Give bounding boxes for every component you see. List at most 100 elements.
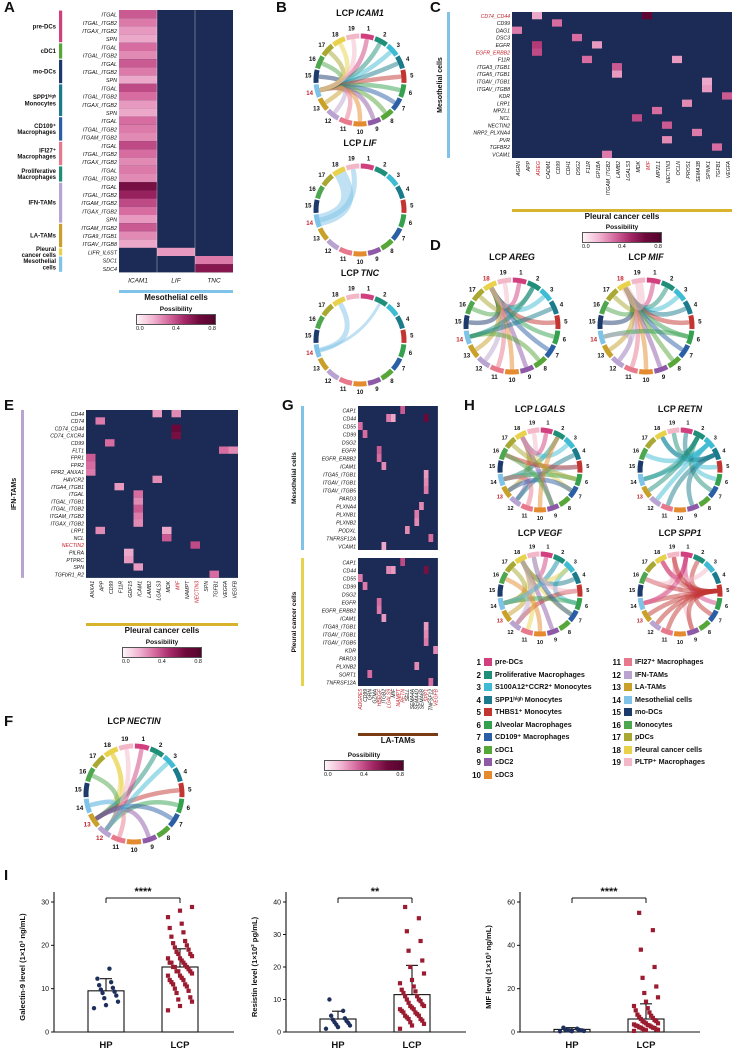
row-label: VCAM1 <box>492 153 510 159</box>
col-label: TNFSF12 <box>429 689 435 711</box>
chord <box>647 436 700 492</box>
heatmap-cell <box>672 55 682 64</box>
heatmap-cell <box>195 264 233 273</box>
circos-number: 1 <box>141 736 145 743</box>
circos-segment <box>707 609 719 623</box>
col-label: NAMPT <box>185 580 191 599</box>
circos-number: 14 <box>630 604 637 610</box>
tick-label: 0 <box>277 1029 281 1036</box>
circos-number: 15 <box>305 74 312 80</box>
circos-segment <box>597 314 604 330</box>
data-point <box>645 1006 650 1011</box>
data-point <box>408 1003 413 1009</box>
circos-segment <box>576 584 583 597</box>
circos-number: 9 <box>554 637 557 643</box>
circos-segment <box>686 627 700 636</box>
heatmap-cell <box>390 414 396 422</box>
circos-segment <box>546 503 560 512</box>
circos-number: 10 <box>357 390 364 396</box>
legend-label: Monocytes <box>635 719 673 729</box>
heatmap-cell <box>195 256 233 265</box>
circos-number: 2 <box>561 426 564 432</box>
circos-segment <box>501 609 513 623</box>
circos-segment <box>313 214 322 228</box>
colorbar-title: Possibility <box>605 224 639 231</box>
circos-number: 16 <box>493 449 499 455</box>
circos-segment <box>367 246 382 256</box>
heatmap-cell <box>152 410 162 418</box>
x-category-label: HP <box>99 1040 113 1051</box>
circos-number: 10 <box>130 847 138 854</box>
circos-number: 14 <box>490 480 497 486</box>
heatmap-cell <box>414 518 420 526</box>
circos-segment <box>558 619 571 632</box>
panel-e-footer: Pleural cancer cells <box>124 626 200 635</box>
heatmap-cell <box>362 582 368 590</box>
row-label: ITGAV_ITGB1 <box>323 632 356 638</box>
heatmap-cell <box>228 446 238 454</box>
heatmap-cell <box>582 55 592 64</box>
data-point <box>167 977 172 983</box>
legend-item: 5 THBS1⁺ Monocytes <box>470 707 606 717</box>
col-label: OCLN <box>676 161 682 176</box>
data-point <box>184 964 189 970</box>
row-label: FPR2_ANXA1 <box>51 470 84 476</box>
heatmap-cell <box>133 563 143 571</box>
circos-segment <box>398 84 407 98</box>
circos-segment <box>641 609 653 623</box>
circos-segment <box>686 330 695 345</box>
circos-number: 2 <box>383 292 387 298</box>
circos-number: 13 <box>597 353 604 360</box>
circos-lcp-vegf: LCP VEGF 1 2 3 4 5 6 7 8 9 10 11 12 13 14 15 16 17 18 19 <box>470 528 610 649</box>
row-label: DSG2 <box>342 440 356 446</box>
circos-segment <box>509 619 522 632</box>
data-point <box>418 1016 423 1022</box>
circos-segment <box>400 199 407 214</box>
circos-segment <box>110 834 126 844</box>
legend-swatch <box>484 708 492 716</box>
heatmap-cell <box>632 114 642 122</box>
legend-item: 1 pre-DCs <box>470 657 606 667</box>
heatmap-cell <box>414 662 420 670</box>
chord <box>520 432 538 456</box>
data-point <box>167 925 172 931</box>
heatmap-cell <box>381 462 387 470</box>
circos-number: 13 <box>497 618 503 624</box>
pC-svg: Mesothelial cellsCD74_CD44CD99DAG1DSC3EG… <box>437 12 732 195</box>
pI2-scatter-svg: 0 20 40 60 MIF level (1×10³ ng/mL) HP LCP **** <box>484 886 700 1051</box>
row-label: CD44 <box>343 416 356 422</box>
heatmap-cell <box>367 670 373 678</box>
circos-number: 9 <box>694 513 697 519</box>
legend-item: 19 PLTP⁺ Macrophages <box>610 757 752 767</box>
colorbar-ticks: 0.0 0.4 0.8 <box>122 659 202 665</box>
row-label: CD55 <box>343 576 356 582</box>
data-point <box>637 1014 642 1019</box>
circos-number: 16 <box>633 449 639 455</box>
row-label: ITGAL_ITGB2 <box>83 193 117 199</box>
row-label: PARD3 <box>339 656 356 662</box>
circos-segment <box>646 277 661 285</box>
panel-c-heatmap: Mesothelial cells CD74_CD44 CD99 DAG1 DSC3 EG… <box>434 12 734 215</box>
circos-segment <box>338 116 353 126</box>
heatmap-cell <box>171 424 181 432</box>
group-color-bar <box>59 166 63 182</box>
circos-title-gene: LIF <box>363 138 377 148</box>
circos-segment <box>526 280 542 292</box>
legend-label: cDC2 <box>495 757 514 766</box>
circos-lcp-lgals: LCP LGALS 1 2 3 4 5 6 7 8 9 10 11 12 13 14 15 16 17 18 19 <box>470 404 610 525</box>
data-point <box>186 947 191 952</box>
chord <box>318 38 357 93</box>
circos-title-prefix: LCP <box>514 404 533 414</box>
circos-segment <box>398 214 407 228</box>
circos-title: LCP TNC <box>278 268 442 279</box>
heatmap-cell <box>376 606 382 614</box>
legend-number: 10 <box>472 770 481 780</box>
circos-segment <box>149 746 165 758</box>
row-label: CD99 <box>343 432 356 438</box>
circos-segment <box>631 277 646 285</box>
panel-e-colorbar: Possibility 0.0 0.4 0.8 <box>122 639 202 665</box>
circos-number: 17 <box>502 559 508 565</box>
colorbar-title: Possibility <box>347 752 381 759</box>
